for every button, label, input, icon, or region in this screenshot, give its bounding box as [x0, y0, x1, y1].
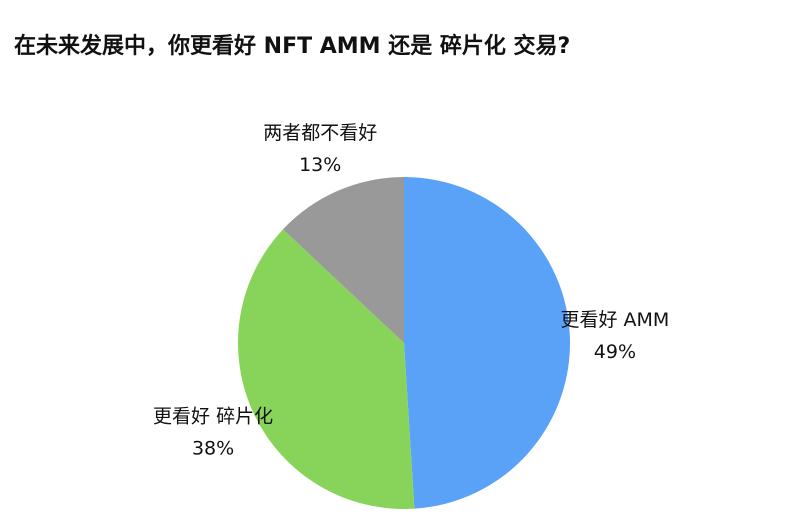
- slice-value-label: 13%: [299, 154, 341, 176]
- slice-value-label: 38%: [192, 437, 234, 459]
- pie-slice: [238, 229, 415, 509]
- slice-value-label: 49%: [594, 341, 636, 363]
- slice-label: 两者都不看好: [263, 122, 377, 144]
- pie-slice: [282, 177, 404, 343]
- pie-slice: [404, 177, 570, 509]
- chart-title: 在未来发展中，你更看好 NFT AMM 还是 碎片化 交易?: [14, 33, 570, 59]
- slice-label: 更看好 碎片化: [153, 405, 273, 427]
- slice-label: 更看好 AMM: [560, 309, 669, 331]
